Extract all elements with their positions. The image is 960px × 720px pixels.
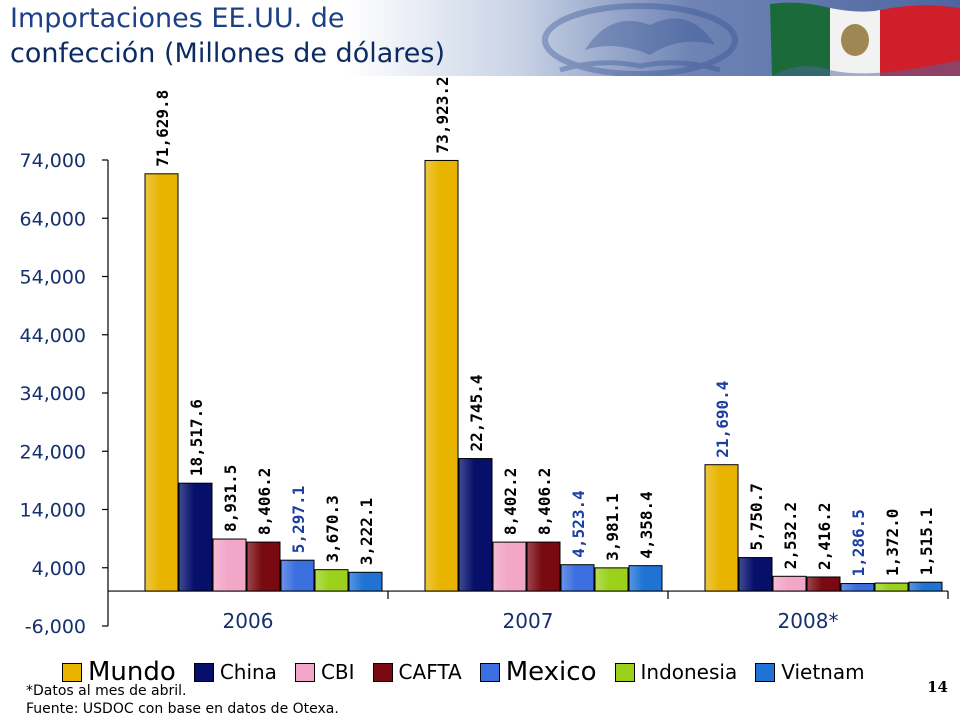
bar-vietnam-2007 (628, 565, 663, 592)
legend-item-cafta: CAFTA (372, 660, 462, 684)
data-label: 8,406.2 (255, 468, 274, 535)
data-label: 2,416.2 (815, 503, 834, 570)
bar-indonesia-2006 (314, 569, 349, 592)
chart-legend: Mundo China CBI CAFTA Mexico Indonesia Vietnam (62, 657, 883, 687)
legend-item-vietnam: Vietnam (755, 660, 865, 684)
data-label: 8,402.2 (501, 468, 520, 535)
y-tick-label: -6,000 (25, 616, 86, 638)
y-tick-label: 74,000 (20, 150, 86, 172)
data-label: 4,523.4 (569, 490, 588, 557)
page-number: 14 (927, 678, 948, 696)
bar-cbi-2007 (492, 541, 527, 592)
legend-swatch (755, 662, 776, 682)
legend-label: Mexico (505, 657, 597, 687)
legend-label: Mundo (88, 657, 176, 687)
bar-cafta-2006 (246, 541, 281, 592)
legend-label: CBI (320, 660, 355, 684)
bar-china-2006 (178, 482, 213, 592)
bar-mundo-2006 (144, 173, 179, 592)
data-labels: 71,629.8 73,923.2 21,690.4 18,517.6 22,745.4… (153, 76, 936, 576)
footnote-source: Fuente: USDOC con base en datos de Otexa… (26, 701, 339, 717)
y-tick-label: 54,000 (20, 267, 86, 289)
x-axis: 2006 2007 2008* (108, 590, 949, 633)
data-label: 2,532.2 (781, 502, 800, 569)
legend-swatch (62, 662, 82, 682)
y-tick-label: 44,000 (20, 325, 86, 347)
bar-mundo-2008 (704, 464, 739, 592)
bar-indonesia-2007 (594, 567, 629, 592)
data-label: 4,358.4 (637, 491, 656, 558)
legend-item-indonesia: Indonesia (614, 660, 738, 684)
title-line-2: confección (Millones de dólares) (10, 38, 445, 69)
data-label: 71,629.8 (153, 90, 172, 167)
bar-china-2008 (738, 557, 773, 592)
y-tick-label: 4,000 (32, 558, 86, 580)
header-art (542, 2, 960, 76)
data-label: 8,931.5 (221, 465, 240, 532)
data-label: 18,517.6 (187, 399, 206, 476)
legend-item-mundo: Mundo (62, 657, 176, 687)
y-axis: -6,000 4,000 14,000 24,000 34,000 44,000 54,00… (20, 150, 109, 638)
bar-mundo-2007 (424, 159, 459, 592)
legend-item-china: China (193, 660, 277, 684)
y-tick-label: 14,000 (20, 500, 86, 522)
bar-cbi-2008 (772, 575, 807, 592)
bar-china-2007 (458, 458, 493, 592)
y-tick-label: 24,000 (20, 441, 86, 463)
x-tick-label: 2006 (223, 609, 274, 633)
bar-cafta-2007 (526, 541, 561, 592)
y-tick-label: 64,000 (20, 208, 86, 230)
legend-swatch (614, 662, 635, 682)
data-label: 5,297.1 (289, 486, 308, 553)
bar-mexico-2006 (280, 559, 315, 592)
data-label: 3,222.1 (357, 498, 376, 565)
data-label: 1,515.1 (917, 508, 936, 575)
bar-mexico-2007 (560, 564, 595, 592)
title-line-1: Importaciones EE.UU. de (10, 3, 345, 34)
footnote-data-period: *Datos al mes de abril. (26, 683, 187, 699)
legend-swatch (294, 662, 315, 682)
x-tick-label: 2007 (503, 609, 554, 633)
data-label: 8,406.2 (535, 468, 554, 535)
page-title: Importaciones EE.UU. de confección (Mill… (10, 1, 445, 71)
data-label: 21,690.4 (713, 381, 732, 458)
legend-swatch (193, 662, 214, 682)
data-label: 3,670.3 (323, 495, 342, 562)
bar-indonesia-2008 (874, 582, 909, 592)
bar-chart: -6,000 4,000 14,000 24,000 34,000 44,000 54,00… (20, 76, 949, 638)
legend-label: Indonesia (640, 660, 738, 684)
legend-label: China (219, 660, 277, 684)
data-label: 5,750.7 (747, 483, 766, 550)
data-label: 3,981.1 (603, 493, 622, 560)
bar-vietnam-2008 (908, 581, 943, 592)
legend-label: CAFTA (398, 660, 462, 684)
legend-item-cbi: CBI (294, 660, 355, 684)
mexico-flag-icon (770, 2, 960, 76)
bar-cbi-2006 (212, 538, 247, 592)
footnotes: *Datos al mes de abril. Fuente: USDOC co… (26, 682, 339, 718)
data-label: 73,923.2 (433, 76, 452, 153)
bar-vietnam-2006 (348, 571, 383, 592)
x-tick-label: 2008* (778, 609, 839, 633)
bar-mexico-2008 (840, 583, 875, 592)
bar-cafta-2008 (806, 576, 841, 592)
bars (144, 159, 943, 592)
legend-swatch (372, 662, 393, 682)
legend-label: Vietnam (781, 660, 865, 684)
data-label: 22,745.4 (467, 374, 486, 451)
data-label: 1,372.0 (883, 509, 902, 576)
data-label: 1,286.5 (849, 509, 868, 576)
y-tick-label: 34,000 (20, 383, 86, 405)
legend-swatch (479, 662, 500, 682)
legend-item-mexico: Mexico (479, 657, 597, 687)
eagle-seal-icon (542, 3, 738, 76)
header-banner: Importaciones EE.UU. de confección (Mill… (0, 0, 960, 76)
